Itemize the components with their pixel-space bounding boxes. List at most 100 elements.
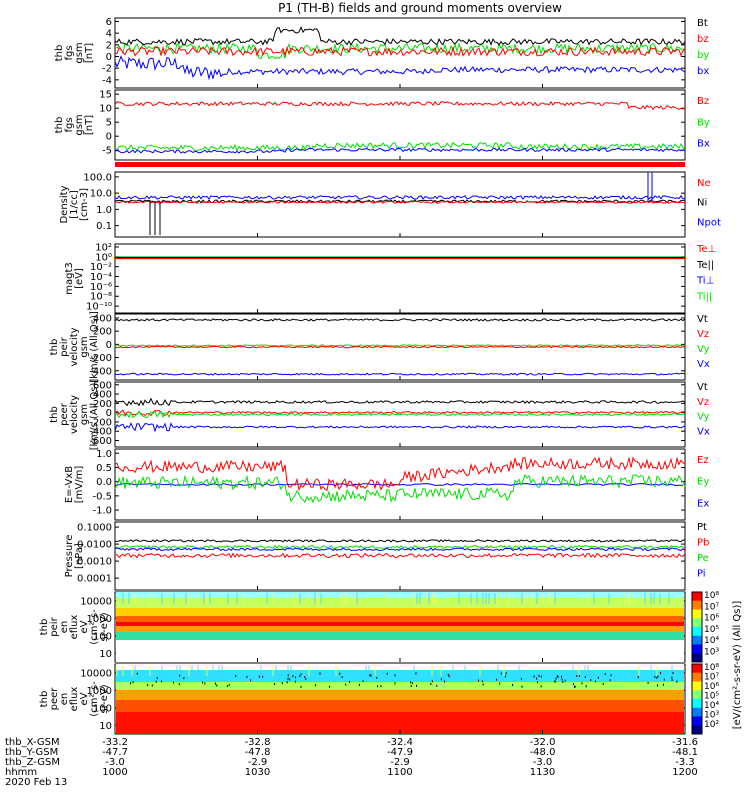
series-Vy-ion — [114, 344, 686, 347]
legend-Ti⊥: Ti⊥ — [696, 276, 714, 287]
x-tick-label: -33.2 — [102, 737, 128, 748]
series-bx — [114, 55, 686, 81]
spectrogram-band — [116, 632, 684, 640]
spectrogram-speck — [676, 680, 678, 683]
x-tick-label: -48.1 — [672, 747, 698, 758]
x-tick-label: -47.7 — [102, 747, 128, 758]
spectrogram-speck — [411, 682, 413, 685]
spectrogram-band — [116, 664, 684, 670]
y-axis-label: [1/cc] — [69, 190, 80, 219]
y-axis-label: [nT] — [84, 115, 95, 135]
series-Pe — [114, 544, 686, 550]
y-axis-label: Density — [59, 185, 70, 223]
spectrogram-speck — [305, 678, 307, 681]
spectrogram-speck — [130, 682, 132, 685]
legend-bx: bx — [697, 66, 709, 77]
y-axis-label: fgs — [64, 117, 75, 132]
y-axis-label: E=-VxB — [64, 466, 75, 503]
ytick-label: 0.5 — [96, 463, 112, 474]
spectrogram-speck — [436, 684, 438, 687]
spectrogram-speck — [262, 675, 264, 678]
series-Pb — [114, 552, 686, 559]
x-tick-label: -3.3 — [675, 757, 695, 768]
y-axis-label: thb — [54, 117, 65, 134]
series-Vt-e — [114, 397, 686, 407]
spectrogram-band — [116, 598, 684, 608]
spectrogram-speck — [584, 676, 586, 679]
spectrogram-speck — [604, 673, 606, 676]
colorbar-segment — [692, 609, 702, 619]
ytick-label: 400 — [93, 313, 112, 324]
ytick-label: 200 — [93, 327, 112, 338]
spectrogram-speck — [654, 675, 656, 678]
x-row-label: hhmm — [5, 767, 37, 778]
y-axis-label: eflux — [69, 615, 80, 640]
ytick-label: -600 — [89, 436, 112, 447]
spectrogram-speck — [136, 672, 138, 675]
legend-Npot: Npot — [697, 217, 721, 228]
colorbar-segment — [692, 707, 702, 717]
colorbar-tick: 10² — [704, 720, 719, 730]
y-axis-label: (cm²-s- — [89, 681, 100, 717]
y-axis-label: [cm-3] — [79, 188, 90, 221]
spectrogram-speck — [377, 685, 379, 688]
colorbar-segment — [692, 592, 702, 602]
x-tick-label: -47.8 — [245, 747, 271, 758]
spectrogram-speck — [656, 676, 658, 679]
spectrogram-band — [116, 640, 684, 652]
colorbar-tick: 10⁸ — [704, 663, 719, 673]
spectrogram-speck — [286, 681, 288, 684]
colorbar-segment — [692, 618, 702, 628]
ytick-label: 10⁻¹⁰ — [86, 302, 112, 313]
series-Vy-e — [114, 410, 686, 419]
spectrogram-speck — [178, 683, 180, 686]
legend-Vz: Vz — [697, 329, 709, 340]
ytick-label: 600 — [93, 380, 112, 391]
panel-3: 100.0 10.0 1.0 0.1 Density [1/cc] [cm-3] Ne Ni Np… — [59, 171, 721, 238]
colorbar-segment — [692, 699, 702, 709]
spectrogram-speck — [573, 683, 575, 686]
ytick-label: 0 — [106, 52, 112, 63]
spectrogram-speck — [147, 684, 149, 687]
spectrogram-speck — [500, 672, 502, 675]
ytick-label: 0.0 — [96, 477, 112, 488]
y-axis-label: thb — [54, 45, 65, 62]
spectrogram-speck — [156, 677, 158, 680]
ytick-label: -200 — [89, 353, 112, 364]
legend-Ey: Ey — [697, 477, 709, 488]
ytick-label: 0 — [106, 132, 112, 143]
spectrogram-speck — [289, 678, 291, 681]
x-tick-label: 1130 — [530, 767, 555, 778]
series-Bx — [114, 147, 686, 154]
spectrogram-speck — [300, 685, 302, 688]
spectrogram-speck — [416, 684, 418, 687]
y-axis-label: [nT] — [84, 43, 95, 63]
spectrogram-band — [116, 616, 684, 622]
spectrogram-speck — [155, 680, 157, 683]
spectrogram-speck — [172, 681, 174, 684]
x-row-label: thb_X-GSM — [5, 737, 60, 748]
ytick-label: 4 — [106, 29, 112, 40]
y-axis-label: [nPa] — [74, 543, 85, 569]
spectrogram-speck — [671, 678, 673, 681]
y-axis-label: (cm²-s- — [89, 609, 100, 645]
series-Vx-e — [114, 422, 686, 433]
y-axis-label: velocity — [69, 327, 80, 366]
spectrogram-speck — [204, 682, 206, 685]
spectrogram-speck — [554, 680, 556, 683]
legend-Pb: Pb — [697, 538, 709, 549]
spectrogram-speck — [295, 676, 297, 679]
spectrogram-speck — [660, 672, 662, 675]
spectrogram-band — [116, 682, 684, 690]
spectrogram-speck — [540, 675, 542, 678]
y-axis-label: magt3 — [64, 262, 75, 295]
colorbar-tick: 10⁷ — [704, 673, 719, 683]
ytick-label: -5 — [102, 146, 112, 157]
spectrogram-speck — [339, 672, 341, 675]
legend-Bx: Bx — [697, 139, 710, 150]
ytick-label: 10⁻⁸ — [90, 292, 112, 303]
spectrogram-speck — [557, 675, 559, 678]
